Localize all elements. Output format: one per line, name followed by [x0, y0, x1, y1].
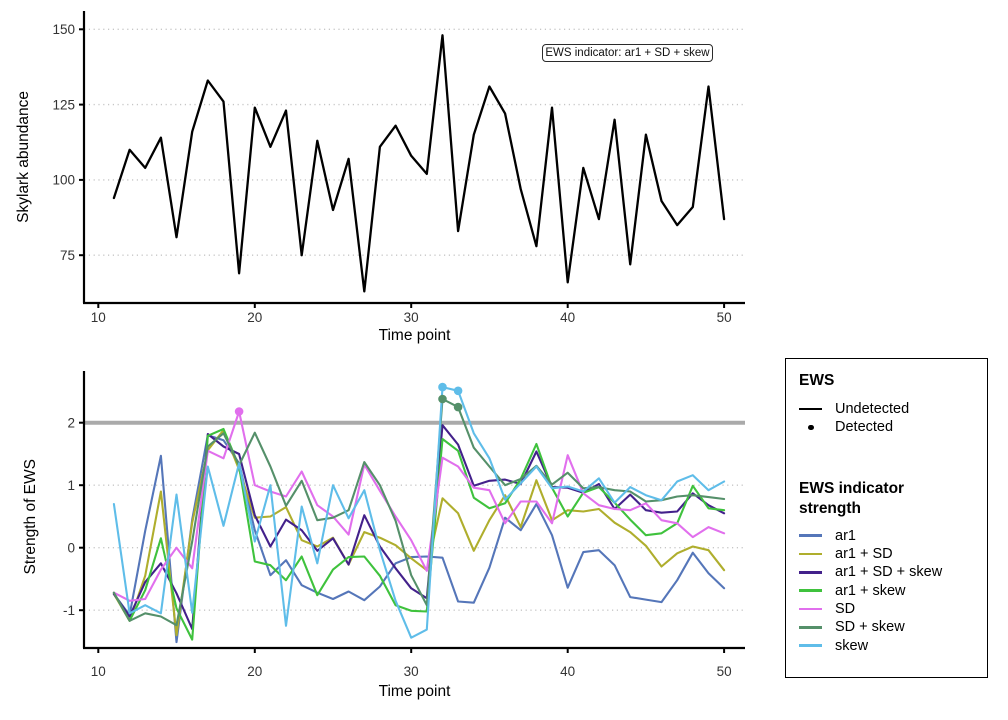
bottom-y-tick-label-0: 0: [67, 540, 75, 555]
legend-item-label: Detected: [835, 419, 894, 436]
legend-ews-items: Undetected Detected: [799, 400, 981, 437]
legend-series-items: ar1 ar1 + SD ar1 + SD + skew ar1 + skew SD SD…: [799, 527, 981, 655]
top-y-tick-label-100: 100: [52, 173, 75, 188]
detected-point-sd-skew-t33: [453, 402, 463, 412]
legend-ews-title: EWS: [799, 372, 835, 389]
bottom-series-line-sd-skew: [112, 397, 726, 627]
legend-box: EWS Undetected Detected EWS indicator str…: [785, 358, 988, 678]
bottom-y-axis-title: Strength of EWS: [22, 459, 39, 575]
legend-item-label: ar1: [835, 527, 856, 544]
bottom-y-axis-title-wrap: Strength of EWS: [20, 417, 42, 617]
bottom-y-tick-label--1: -1: [63, 603, 75, 618]
series-color-line-icon: [799, 644, 822, 647]
legend-item-ar1: ar1: [799, 527, 981, 545]
legend-line-icon: [799, 407, 835, 411]
top-y-tick-label-150: 150: [52, 22, 75, 37]
legend-item-ar1-sd: ar1 + SD: [799, 545, 981, 563]
legend-color-key: [799, 625, 835, 629]
legend-item-ar1-skew: ar1 + skew: [799, 581, 981, 599]
legend-item-undetected: Undetected: [799, 400, 981, 418]
legend-spacer: [799, 437, 981, 479]
legend-item-label: SD: [835, 600, 856, 617]
top-x-tick-label-40: 40: [560, 310, 575, 325]
legend-color-key: [799, 607, 835, 611]
top-x-tick-label-10: 10: [91, 310, 106, 325]
series-color-line-icon: [799, 571, 822, 574]
bottom-series-line-sd: [112, 410, 726, 602]
legend-item-label: skew: [835, 637, 869, 654]
legend-color-key: [799, 571, 835, 574]
undetected-line-icon: [799, 407, 822, 411]
legend-item-sd-skew: SD + skew: [799, 618, 981, 636]
top-x-axis-title: Time point: [378, 327, 451, 344]
legend-item-label: ar1 + SD: [835, 546, 893, 563]
legend-color-key: [799, 552, 835, 556]
legend-point-icon: [799, 424, 835, 431]
detected-point-skew-t33: [453, 386, 463, 396]
top-series-line-skylark-abundance: [112, 34, 726, 293]
legend-color-key: [799, 644, 835, 647]
legend-item-skew: skew: [799, 636, 981, 654]
bottom-x-axis-title: Time point: [378, 683, 451, 700]
legend-item-label: SD + skew: [835, 619, 905, 636]
bottom-series-line-skew: [112, 386, 726, 639]
detected-dot-icon: [808, 424, 814, 431]
legend-item-label: Undetected: [835, 401, 910, 418]
series-color-line-icon: [799, 589, 822, 592]
legend-item-ar1-sd-skew: ar1 + SD + skew: [799, 563, 981, 581]
legend-color-key: [799, 589, 835, 592]
series-color-line-icon: [799, 607, 822, 611]
legend-strength-title: EWS indicator strength: [799, 479, 905, 517]
bottom-y-tick-label-1: 1: [67, 478, 75, 493]
top-y-tick-label-125: 125: [52, 97, 75, 112]
bottom-x-tick-label-10: 10: [91, 664, 106, 679]
top-x-tick-label-20: 20: [247, 310, 262, 325]
series-color-line-icon: [799, 534, 822, 538]
legend-color-key: [799, 534, 835, 538]
top-y-axis-title: Skylark abundance: [15, 91, 32, 223]
legend-item-label: ar1 + SD + skew: [835, 564, 943, 581]
detected-point-sd-t19: [234, 407, 244, 416]
bottom-y-tick-label-2: 2: [67, 415, 75, 430]
series-color-line-icon: [799, 552, 822, 556]
top-y-tick-label-75: 75: [60, 248, 75, 263]
detected-point-skew-t32: [438, 382, 447, 392]
bottom-x-tick-label-50: 50: [717, 664, 732, 679]
bottom-series-line-ar1-skew: [112, 427, 726, 641]
bottom-x-tick-label-30: 30: [404, 664, 419, 679]
ews-indicator-annotation-box: EWS indicator: ar1 + SD + skew: [542, 44, 713, 62]
series-color-line-icon: [799, 625, 822, 629]
top-x-tick-label-50: 50: [717, 310, 732, 325]
detected-point-sd-skew-t32: [438, 394, 447, 404]
bottom-x-tick-label-20: 20: [247, 664, 262, 679]
top-x-tick-label-30: 30: [404, 310, 419, 325]
bottom-x-tick-label-40: 40: [560, 664, 575, 679]
top-y-axis-title-wrap: Skylark abundance: [13, 57, 35, 257]
legend-item-detected: Detected: [799, 418, 981, 436]
legend-item-sd: SD: [799, 600, 981, 618]
legend-item-label: ar1 + skew: [835, 582, 906, 599]
